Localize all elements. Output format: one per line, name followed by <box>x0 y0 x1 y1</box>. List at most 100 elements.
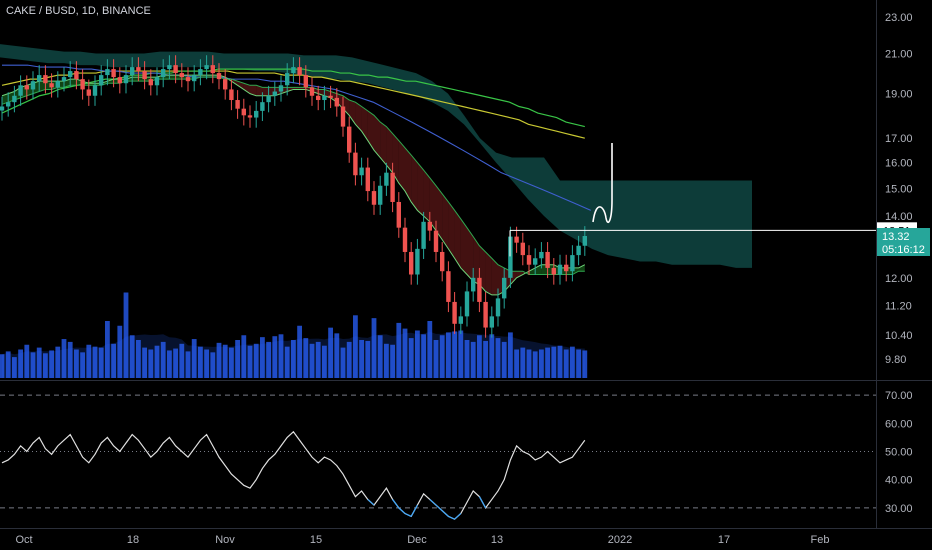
volume-bar <box>452 331 457 378</box>
volume-bar <box>439 335 445 378</box>
main-pane <box>0 44 876 378</box>
volume-bar <box>191 339 197 378</box>
candle-body <box>502 277 507 299</box>
candle-body <box>557 264 563 275</box>
candle-body <box>446 271 451 302</box>
volume-bar <box>483 340 488 378</box>
ribbon-segment <box>88 83 95 86</box>
candle-body <box>303 75 308 88</box>
rsi-oversold-segment <box>441 510 449 517</box>
ribbon-segment <box>293 87 300 90</box>
ribbon-segment <box>355 102 362 132</box>
candle-body <box>526 255 532 265</box>
volume-bar <box>154 345 160 378</box>
candle-body <box>12 95 17 103</box>
volume-bar <box>576 349 581 378</box>
volume-bar <box>253 343 259 378</box>
ribbon-segment <box>516 271 523 278</box>
candle-body <box>409 251 414 275</box>
projection-path <box>592 143 613 224</box>
candle-body <box>223 79 228 90</box>
candle-body <box>6 102 11 107</box>
rsi-oversold-segment <box>392 499 400 509</box>
candle-body <box>216 73 222 80</box>
candle-body <box>471 277 476 292</box>
candle-body <box>247 115 253 118</box>
volume-bar <box>322 345 327 378</box>
volume-bar <box>570 346 575 378</box>
ribbon-segment <box>318 89 325 96</box>
volume-bar <box>415 330 420 378</box>
candle-body <box>92 85 98 96</box>
volume-bar <box>582 350 588 378</box>
volume-bar <box>185 351 191 378</box>
ma-ribbon <box>2 75 585 295</box>
volume-bar <box>309 343 315 378</box>
candle-body <box>198 69 203 76</box>
candle-body <box>458 316 463 324</box>
ribbon-segment <box>169 75 176 80</box>
candle-body <box>533 258 538 265</box>
rsi-oversold-segment <box>429 498 437 506</box>
candle-body <box>316 95 321 101</box>
volume-bar <box>464 340 470 378</box>
volume-bar <box>563 349 569 378</box>
candle-body <box>551 267 556 275</box>
ribbon-segment <box>237 81 244 90</box>
volume-bar <box>526 349 532 378</box>
candle-body <box>440 251 445 272</box>
volume-bar <box>49 350 54 378</box>
volume-bar <box>5 351 11 378</box>
candle-body <box>55 81 60 88</box>
volume-bar <box>30 352 36 378</box>
symbol-title: CAKE / BUSD, 1D, BINANCE <box>6 5 151 17</box>
volume-bar <box>532 351 538 378</box>
volume-bar <box>55 346 61 378</box>
volume-bar <box>477 335 482 378</box>
candle-body <box>210 65 215 74</box>
volume-bar <box>179 343 185 378</box>
candle-body <box>421 221 426 249</box>
price-tick-label: 17.00 <box>885 133 913 145</box>
ribbon-segment <box>578 264 585 272</box>
candle-body <box>576 245 581 256</box>
time-tick-label: Dec <box>407 534 427 546</box>
time-tick-label: 17 <box>718 534 730 546</box>
candle-body <box>254 110 259 118</box>
volume-bar <box>98 347 104 378</box>
candle-body <box>154 77 160 86</box>
volume-bar <box>514 349 519 378</box>
candle-body <box>278 85 284 92</box>
ribbon-segment <box>380 122 387 166</box>
volume-bar <box>470 341 476 378</box>
volume-bar <box>402 328 408 378</box>
ma-fast <box>1 74 586 296</box>
candle-body <box>68 71 73 78</box>
volume-bar <box>247 345 253 378</box>
candle-body <box>142 71 147 80</box>
rsi-tick-label: 60.00 <box>885 418 913 430</box>
candle-body <box>495 298 501 317</box>
ribbon-segment <box>411 155 418 211</box>
candle-body <box>452 301 457 324</box>
moving-averages <box>1 64 592 296</box>
candle-body <box>570 255 575 272</box>
volume-bar <box>92 346 98 378</box>
volume-bar <box>148 349 154 378</box>
rsi-oversold-segment <box>410 504 418 517</box>
volume-bar <box>334 333 340 378</box>
volume-bar <box>74 349 79 378</box>
ribbon-segment <box>299 87 306 90</box>
price-tick-label: 9.80 <box>885 354 906 366</box>
candle-body <box>37 75 42 82</box>
ribbon-segment <box>250 85 257 96</box>
rsi-oversold-segment <box>398 507 406 515</box>
volume-bar <box>235 340 240 378</box>
price-tick-label: 12.00 <box>885 273 913 285</box>
volume-bar <box>136 340 141 378</box>
candle-body <box>353 152 358 176</box>
volume-bar <box>266 341 271 378</box>
rsi-oversold-segment <box>448 515 455 520</box>
